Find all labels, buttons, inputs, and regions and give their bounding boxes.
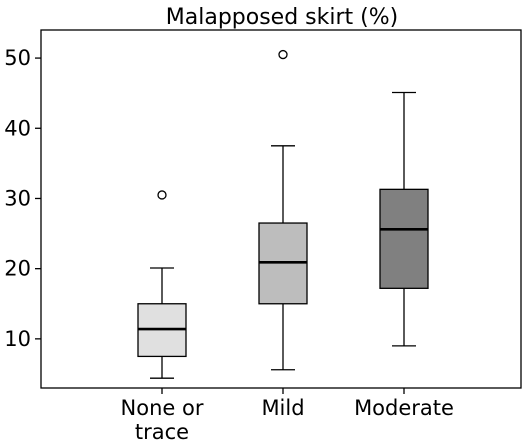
x-tick-label-line: trace [135, 420, 189, 440]
plot-area-frame [40, 29, 522, 389]
box-2 [258, 49, 308, 371]
box-3 [379, 91, 429, 347]
box-series [137, 49, 429, 379]
y-tick-label: 30 [4, 186, 31, 210]
x-tick-label: Mild [261, 396, 304, 420]
outlier-point [278, 49, 288, 60]
box-iqr [379, 188, 429, 289]
x-tick-label-line: Mild [261, 396, 304, 420]
x-tick-label: None or trace [121, 396, 204, 440]
y-tick-label: 20 [4, 257, 31, 281]
x-axis: None or trace Mild Moderate [121, 388, 454, 440]
x-tick-label-line: None or [121, 396, 204, 420]
box-1 [137, 190, 187, 379]
chart-title: Malapposed skirt (%) [166, 5, 398, 30]
y-tick-label: 10 [4, 327, 31, 351]
y-tick-label: 40 [4, 116, 31, 140]
y-tick-label: 50 [4, 46, 31, 70]
x-tick-label: Moderate [354, 396, 454, 420]
x-tick-label-line: Moderate [354, 396, 454, 420]
outlier-point [157, 190, 167, 200]
y-axis: 10 20 30 40 50 [4, 46, 41, 351]
